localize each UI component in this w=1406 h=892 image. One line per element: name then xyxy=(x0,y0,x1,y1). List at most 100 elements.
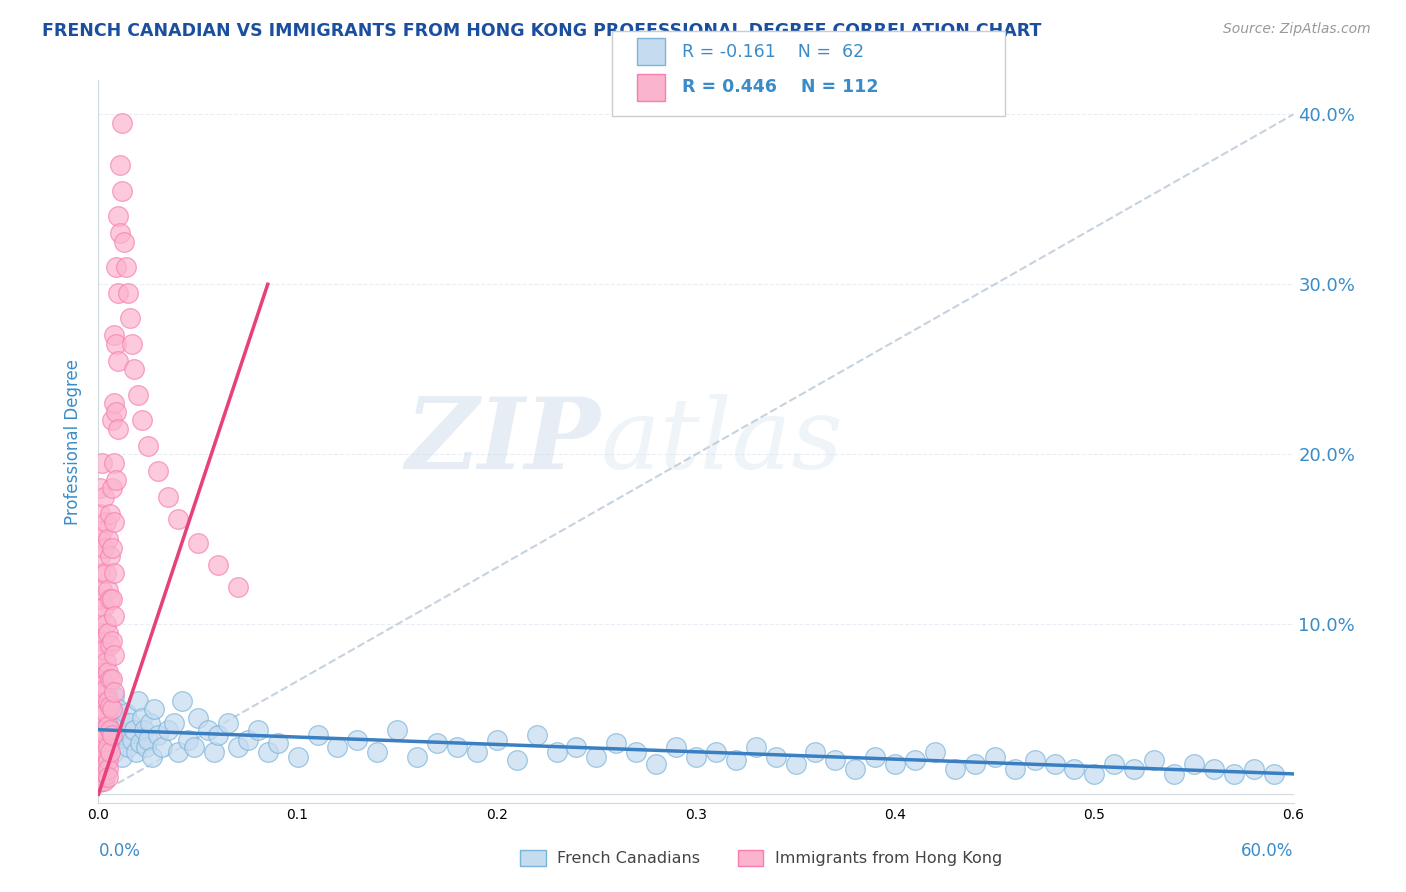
Point xyxy=(105,336,128,351)
Text: FRENCH CANADIAN VS IMMIGRANTS FROM HONG KONG PROFESSIONAL DEGREE CORRELATION CHA: FRENCH CANADIAN VS IMMIGRANTS FROM HONG … xyxy=(42,22,1042,40)
Point xyxy=(1063,762,1085,776)
Point xyxy=(143,702,166,716)
Point xyxy=(187,535,209,549)
Point xyxy=(105,405,128,419)
Point xyxy=(135,739,157,754)
Point xyxy=(89,533,111,547)
Point xyxy=(93,541,115,555)
Point xyxy=(89,668,111,682)
Point xyxy=(97,753,120,767)
Point xyxy=(91,773,114,788)
Point xyxy=(485,732,508,747)
Point xyxy=(139,715,162,730)
Point xyxy=(904,753,927,767)
Point xyxy=(105,260,128,275)
Point xyxy=(91,665,114,679)
Point xyxy=(93,702,115,716)
Point xyxy=(1223,767,1246,781)
Point xyxy=(645,756,668,771)
Point xyxy=(93,770,115,784)
Point xyxy=(101,732,124,747)
Point xyxy=(115,260,138,275)
Point xyxy=(98,638,122,652)
Point xyxy=(89,723,111,737)
Point xyxy=(136,732,159,747)
Point xyxy=(107,422,129,436)
Text: ZIP: ZIP xyxy=(405,393,600,490)
Point xyxy=(127,388,149,402)
Point xyxy=(506,753,529,767)
Y-axis label: Professional Degree: Professional Degree xyxy=(65,359,83,524)
Point xyxy=(105,723,128,737)
Point xyxy=(346,732,368,747)
Point xyxy=(107,736,129,750)
Point xyxy=(1104,756,1126,771)
Point xyxy=(89,739,111,754)
Point xyxy=(96,617,118,632)
Point xyxy=(89,685,111,699)
Point xyxy=(111,184,134,198)
Point xyxy=(93,723,115,737)
Point xyxy=(665,739,688,754)
Point xyxy=(101,728,124,742)
Point xyxy=(117,285,139,300)
Point xyxy=(91,711,114,725)
Point xyxy=(91,698,114,713)
Point xyxy=(103,689,125,703)
Point xyxy=(96,706,118,720)
Point xyxy=(93,762,115,776)
Point xyxy=(141,750,163,764)
Point xyxy=(101,715,124,730)
Point xyxy=(91,583,114,598)
Point xyxy=(98,698,122,713)
Point xyxy=(110,711,132,725)
Point xyxy=(426,736,449,750)
Point xyxy=(89,625,111,640)
Point xyxy=(685,750,707,764)
Point xyxy=(101,481,124,495)
Point xyxy=(121,732,143,747)
Point xyxy=(585,750,607,764)
Point xyxy=(124,723,146,737)
Point xyxy=(97,665,120,679)
Point xyxy=(177,732,200,747)
Point xyxy=(626,745,648,759)
Point xyxy=(98,549,122,564)
Point xyxy=(105,473,128,487)
Point xyxy=(148,728,170,742)
Point xyxy=(865,750,887,764)
Point xyxy=(89,642,111,657)
Point xyxy=(1163,767,1185,781)
Point xyxy=(1083,767,1105,781)
Point xyxy=(103,648,125,662)
Point xyxy=(256,745,278,759)
Point xyxy=(172,694,194,708)
Point xyxy=(1182,756,1205,771)
Point xyxy=(103,516,125,530)
Point xyxy=(91,689,114,703)
Point xyxy=(385,723,409,737)
Point xyxy=(226,580,249,594)
Point xyxy=(89,706,111,720)
Point xyxy=(745,739,768,754)
Point xyxy=(202,745,225,759)
Point xyxy=(89,591,111,606)
Point xyxy=(93,490,115,504)
Text: Immigrants from Hong Kong: Immigrants from Hong Kong xyxy=(775,851,1002,865)
Point xyxy=(103,566,125,581)
Point xyxy=(526,728,548,742)
Point xyxy=(287,750,309,764)
Point xyxy=(131,413,153,427)
Point xyxy=(844,762,866,776)
Point xyxy=(127,694,149,708)
Point xyxy=(1043,756,1066,771)
Point xyxy=(157,490,180,504)
Point xyxy=(924,745,946,759)
Point xyxy=(131,711,153,725)
Point xyxy=(93,739,115,754)
Point xyxy=(148,464,170,478)
Point xyxy=(1024,753,1046,767)
Point xyxy=(824,753,846,767)
Point xyxy=(226,739,249,754)
Point xyxy=(97,533,120,547)
